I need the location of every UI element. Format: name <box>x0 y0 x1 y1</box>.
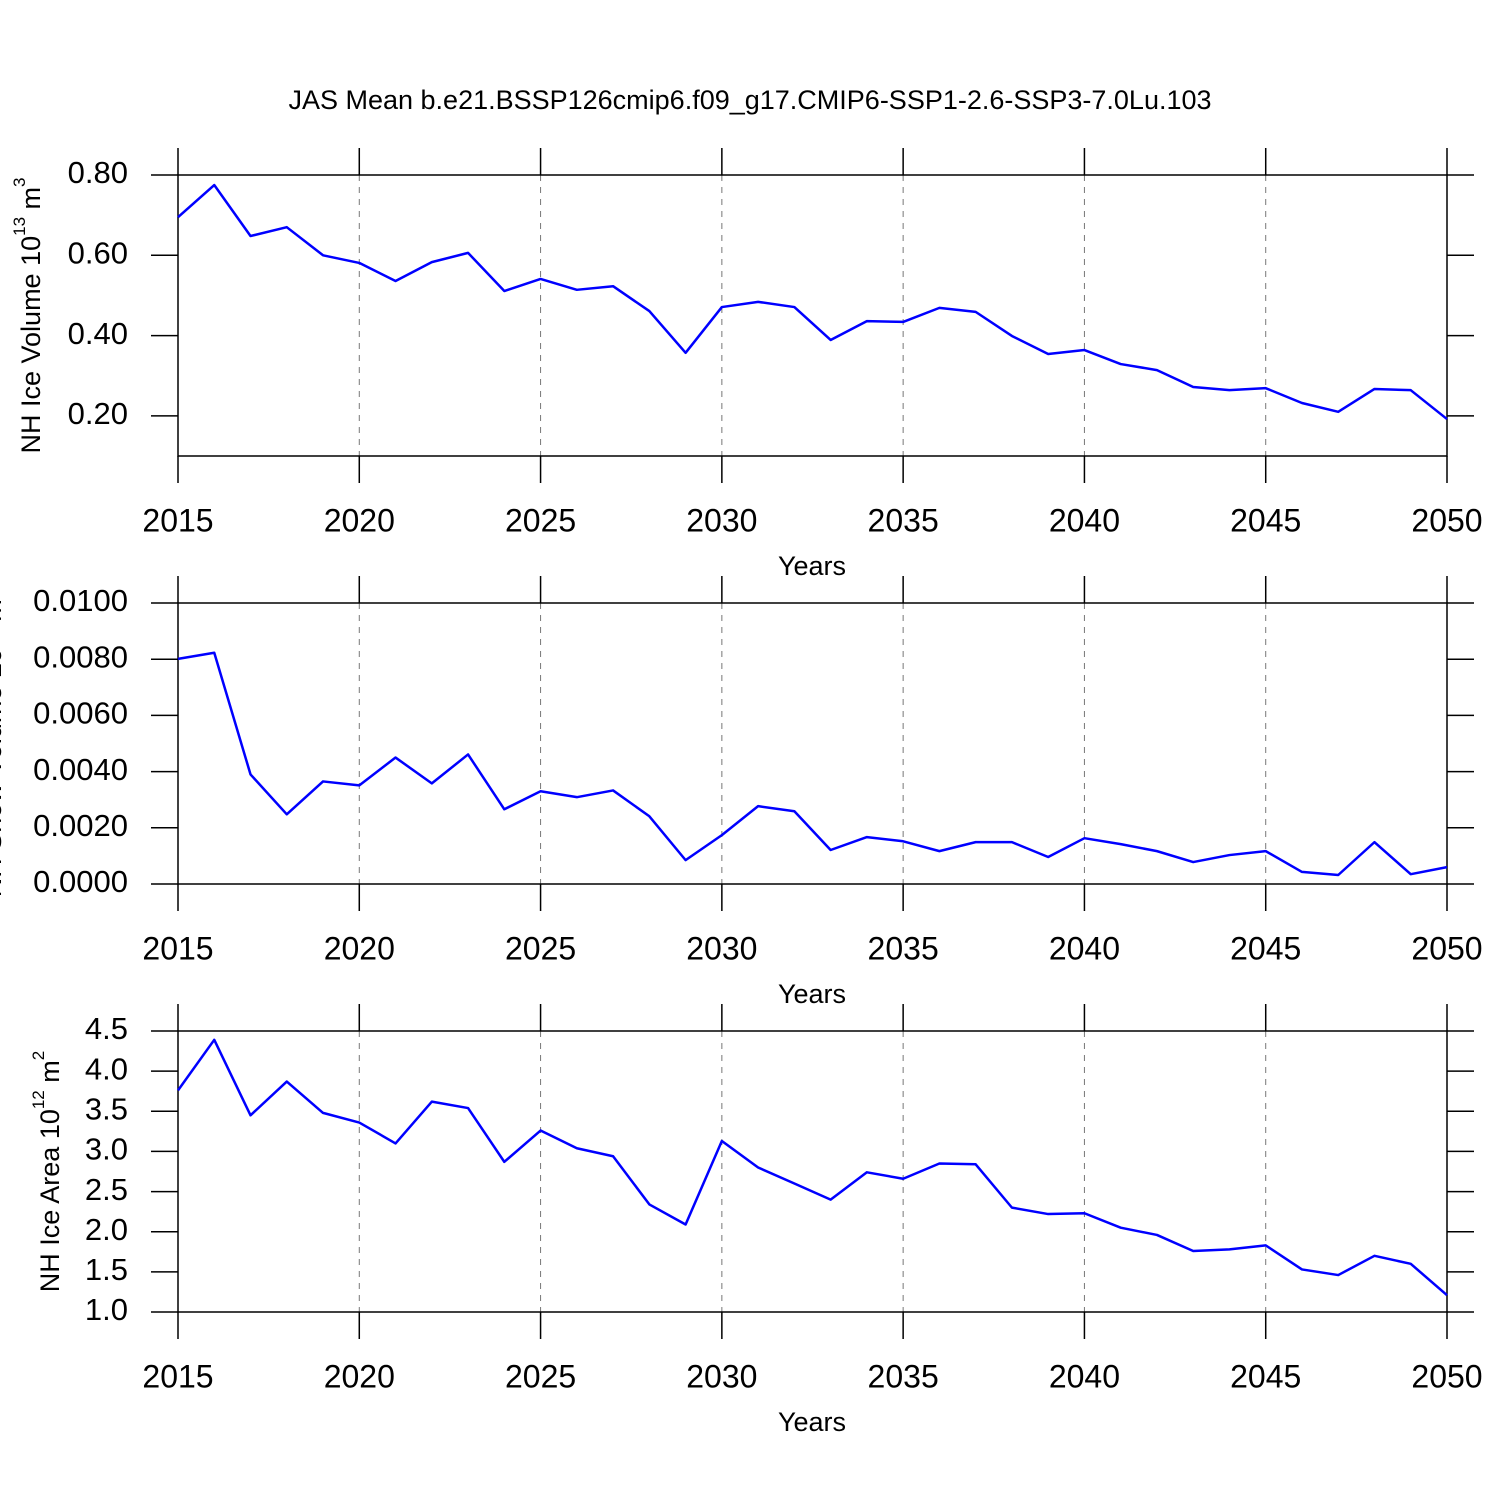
x-tick-label: 2030 <box>686 1358 757 1394</box>
y-tick-label: 0.0060 <box>33 696 128 731</box>
y-axis-title-part: NH Snow Volume 10 <box>0 648 7 897</box>
y-axis-title: NH Ice Volume 1013 m3 <box>10 178 46 454</box>
y-axis-title-superscript: 13 <box>10 217 29 236</box>
y-tick-label: 0.0100 <box>33 583 128 618</box>
plot-frame <box>177 1030 1448 1313</box>
y-axis-title-part: m <box>35 1060 65 1090</box>
x-tick-label: 2045 <box>1230 502 1301 538</box>
y-tick-label: 0.0020 <box>33 808 128 843</box>
y-axis-title-superscript: 12 <box>29 1090 48 1109</box>
x-tick-label: 2050 <box>1411 1358 1482 1394</box>
y-tick-label: 0.0040 <box>33 752 128 787</box>
y-tick-label: 0.40 <box>68 316 128 351</box>
x-tick-label: 2035 <box>868 930 939 966</box>
x-tick-label: 2020 <box>324 1358 395 1394</box>
x-tick-label: 2040 <box>1049 930 1120 966</box>
data-line <box>177 651 1448 877</box>
y-tick-label: 2.5 <box>85 1172 128 1207</box>
y-tick-label: 3.5 <box>85 1091 128 1126</box>
y-tick-label: 4.0 <box>85 1051 128 1086</box>
y-axis-title-superscript: 2 <box>29 1051 48 1060</box>
y-axis-title-part: m <box>16 187 46 217</box>
plot-frame <box>177 602 1448 885</box>
plot-frame <box>177 174 1448 457</box>
x-axis-title: Years <box>778 1407 846 1437</box>
y-tick-label: 0.0080 <box>33 639 128 674</box>
x-tick-label: 2030 <box>686 930 757 966</box>
y-axis-title: NH Snow Volume 1013 m3 <box>0 590 7 898</box>
y-axis-title-part: m <box>0 599 7 629</box>
x-tick-label: 2015 <box>142 1358 213 1394</box>
x-tick-label: 2035 <box>868 1358 939 1394</box>
y-axis-title-part: NH Ice Area 10 <box>35 1109 65 1292</box>
y-tick-label: 1.5 <box>85 1252 128 1287</box>
y-axis-title-part: NH Ice Volume 10 <box>16 236 46 454</box>
x-tick-label: 2025 <box>505 502 576 538</box>
x-axis-title: Years <box>778 551 846 581</box>
x-tick-label: 2025 <box>505 930 576 966</box>
y-tick-label: 0.60 <box>68 235 128 270</box>
x-tick-label: 2040 <box>1049 502 1120 538</box>
data-line <box>177 183 1448 421</box>
x-tick-label: 2050 <box>1411 502 1482 538</box>
y-tick-label: 3.0 <box>85 1132 128 1167</box>
y-tick-label: 1.0 <box>85 1292 128 1327</box>
x-tick-label: 2025 <box>505 1358 576 1394</box>
x-tick-label: 2040 <box>1049 1358 1120 1394</box>
x-tick-label: 2030 <box>686 502 757 538</box>
y-tick-label: 0.0000 <box>33 864 128 899</box>
data-line <box>176 1038 1448 1297</box>
x-tick-label: 2035 <box>868 502 939 538</box>
x-tick-label: 2015 <box>142 930 213 966</box>
x-tick-label: 2045 <box>1230 1358 1301 1394</box>
y-axis-title: NH Ice Area 1012 m2 <box>29 1051 65 1292</box>
y-axis-title-superscript: 3 <box>10 178 29 187</box>
y-tick-label: 2.0 <box>85 1212 128 1247</box>
y-tick-label: 0.20 <box>68 396 128 431</box>
x-tick-label: 2050 <box>1411 930 1482 966</box>
y-tick-label: 0.80 <box>68 155 128 190</box>
x-tick-label: 2020 <box>324 930 395 966</box>
y-tick-label: 4.5 <box>85 1011 128 1046</box>
chart-title: JAS Mean b.e21.BSSP126cmip6.f09_g17.CMIP… <box>288 85 1211 115</box>
x-axis-title: Years <box>778 979 846 1009</box>
x-tick-label: 2015 <box>142 502 213 538</box>
x-tick-label: 2045 <box>1230 930 1301 966</box>
x-tick-label: 2020 <box>324 502 395 538</box>
